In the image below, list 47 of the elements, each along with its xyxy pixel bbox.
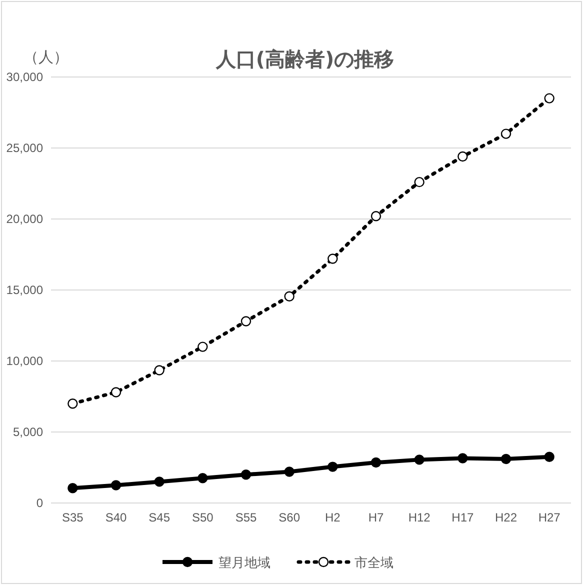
point — [198, 473, 208, 484]
x-tick-label: H22 — [494, 510, 518, 525]
x-tick-label: S60 — [278, 510, 300, 525]
x-tick-label: H27 — [538, 510, 561, 525]
x-tick-label: S35 — [62, 510, 84, 525]
chart-title: 人口(高齢者)の推移 — [214, 47, 394, 71]
point — [328, 462, 338, 472]
y-tick-label: 20,000 — [6, 212, 44, 226]
point — [370, 457, 382, 468]
point — [198, 342, 208, 352]
legend-label: 望月地域 — [218, 556, 270, 571]
x-tick-label: S50 — [192, 510, 214, 525]
point — [414, 176, 424, 188]
point — [110, 387, 122, 398]
point — [500, 454, 512, 464]
point — [68, 398, 78, 409]
y-tick-label: 30,000 — [6, 70, 44, 84]
y-tick-label: 15,000 — [6, 282, 44, 297]
y-tick-label: 0 — [36, 496, 44, 510]
point — [544, 93, 554, 104]
x-tick-label: S40 — [105, 510, 127, 525]
point — [544, 452, 554, 462]
point — [240, 470, 252, 480]
x-tick-label: H2 — [324, 510, 341, 525]
point — [284, 291, 294, 302]
y-axis-title: （人） — [24, 48, 68, 66]
point — [370, 211, 382, 222]
point — [110, 480, 122, 490]
point — [500, 128, 512, 139]
legend-label: 市全域 — [354, 556, 394, 571]
x-tick-label: H12 — [408, 510, 431, 525]
point — [240, 316, 252, 326]
x-tick-label: S45 — [148, 510, 170, 525]
y-tick-label: 5,000 — [12, 424, 44, 439]
point — [68, 482, 78, 494]
x-tick-label: H17 — [452, 510, 474, 525]
point — [414, 454, 424, 465]
point — [458, 453, 468, 464]
point — [154, 365, 164, 376]
x-tick-label: S55 — [235, 510, 257, 525]
point — [154, 476, 164, 487]
point — [328, 254, 338, 264]
point — [284, 466, 294, 477]
x-tick-label: H7 — [368, 510, 384, 525]
y-tick-label: 25,000 — [6, 140, 44, 155]
y-tick-label: 10,000 — [6, 354, 44, 368]
point — [458, 151, 468, 162]
